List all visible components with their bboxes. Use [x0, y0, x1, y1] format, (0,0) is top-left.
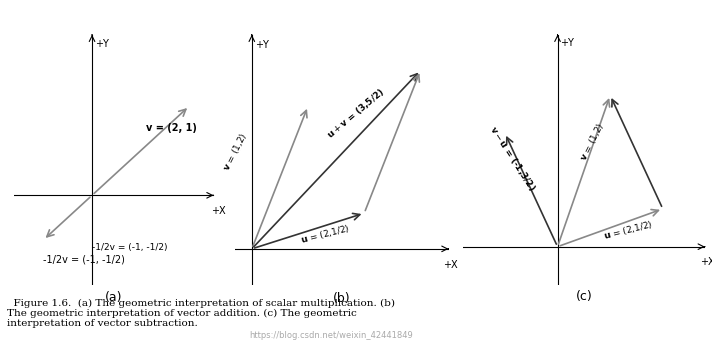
- Text: +X: +X: [443, 260, 458, 270]
- Text: -1/2v = (-1, -1/2): -1/2v = (-1, -1/2): [43, 255, 125, 264]
- Text: v = (2, 1): v = (2, 1): [145, 124, 197, 133]
- Text: $\mathbf{v}$ = (1,2): $\mathbf{v}$ = (1,2): [577, 120, 607, 163]
- Text: +X: +X: [211, 206, 226, 216]
- Text: (a): (a): [105, 290, 122, 304]
- Text: $\mathbf{u}$ = (2,1/2): $\mathbf{u}$ = (2,1/2): [602, 218, 654, 242]
- Text: -1/2v = (-1, -1/2): -1/2v = (-1, -1/2): [92, 243, 167, 252]
- Text: $\mathbf{u}+\mathbf{v}$ = (3,5/2): $\mathbf{u}+\mathbf{v}$ = (3,5/2): [325, 86, 387, 141]
- Text: $\mathbf{v}-\mathbf{u}$ = (-1,3/2): $\mathbf{v}-\mathbf{u}$ = (-1,3/2): [487, 123, 538, 193]
- Text: $\mathbf{u}$ = (2,1/2): $\mathbf{u}$ = (2,1/2): [299, 222, 351, 246]
- Text: +Y: +Y: [560, 39, 574, 49]
- Text: +Y: +Y: [95, 39, 109, 49]
- Text: +Y: +Y: [255, 40, 269, 50]
- Text: https://blog.csdn.net/weixin_42441849: https://blog.csdn.net/weixin_42441849: [249, 331, 413, 340]
- Text: $\mathbf{v}$ = (1,2): $\mathbf{v}$ = (1,2): [220, 131, 250, 174]
- Text: (c): (c): [575, 290, 592, 303]
- Text: (b): (b): [333, 293, 350, 305]
- Text: +X: +X: [700, 256, 712, 266]
- Text: Figure 1.6.  (a) The geometric interpretation of scalar multiplication. (b)
The : Figure 1.6. (a) The geometric interpreta…: [7, 298, 395, 329]
